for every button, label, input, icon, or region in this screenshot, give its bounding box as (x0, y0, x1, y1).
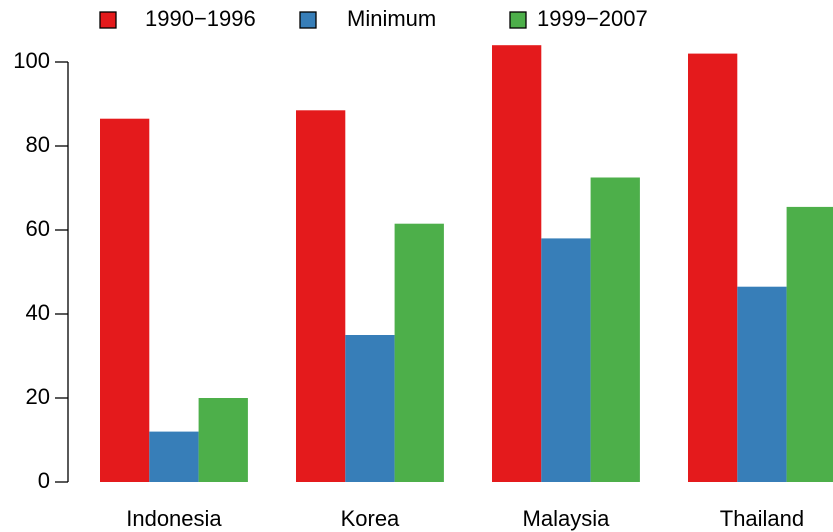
bar (786, 206, 833, 482)
x-tick-label: Malaysia (523, 506, 611, 531)
bar (345, 335, 395, 482)
y-tick-label: 40 (26, 300, 50, 325)
x-tick-label: Indonesia (126, 506, 222, 531)
y-tick-label: 20 (26, 384, 50, 409)
y-tick-label: 80 (26, 132, 50, 157)
legend-swatch (99, 11, 117, 29)
bar (688, 53, 738, 482)
bar (394, 223, 444, 482)
bar (100, 118, 150, 482)
bar (198, 398, 248, 482)
bar (296, 110, 346, 483)
x-tick-label: Thailand (720, 506, 804, 531)
legend-label: 1999−2007 (537, 6, 648, 31)
bar (737, 286, 787, 482)
legend-label: 1990−1996 (145, 6, 256, 31)
y-tick-label: 100 (13, 48, 50, 73)
legend-swatch (299, 11, 317, 29)
x-tick-label: Korea (341, 506, 400, 531)
y-tick-label: 60 (26, 216, 50, 241)
bar (590, 177, 640, 482)
legend-swatch (509, 11, 527, 29)
legend-label: Minimum (347, 6, 436, 31)
bar (492, 45, 542, 482)
bar (541, 238, 591, 482)
bar (149, 431, 199, 482)
y-tick-label: 0 (38, 468, 50, 493)
